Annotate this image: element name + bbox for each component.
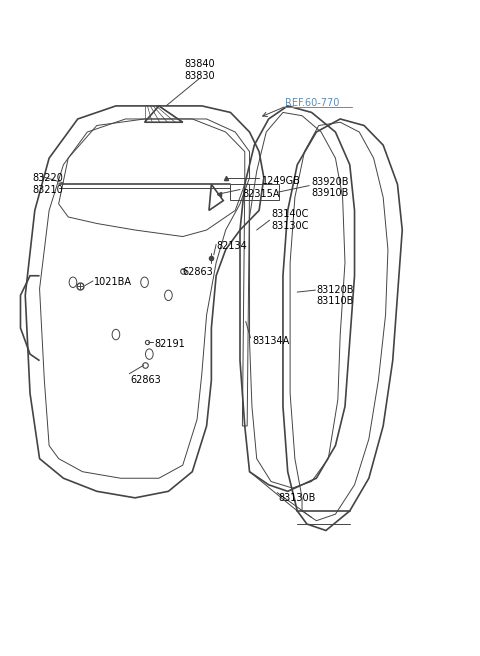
Text: 83134A: 83134A [252,336,289,346]
Text: REF.60-770: REF.60-770 [285,98,340,108]
Text: 83840
83830: 83840 83830 [184,59,215,81]
Text: 62863: 62863 [130,375,161,385]
Text: 82191: 82191 [154,339,185,350]
Text: 83120B
83110B: 83120B 83110B [316,285,354,306]
Text: 62863: 62863 [183,268,214,277]
Text: 1249GB: 1249GB [262,176,300,186]
Text: 83140C
83130C: 83140C 83130C [271,209,308,231]
Text: 83220
83210: 83220 83210 [33,173,63,195]
Text: 1021BA: 1021BA [95,277,132,287]
Text: 83130B: 83130B [278,493,315,503]
Text: 82134: 82134 [216,241,247,251]
Text: 82315A: 82315A [242,189,280,199]
Text: 83920B
83910B: 83920B 83910B [312,176,349,198]
